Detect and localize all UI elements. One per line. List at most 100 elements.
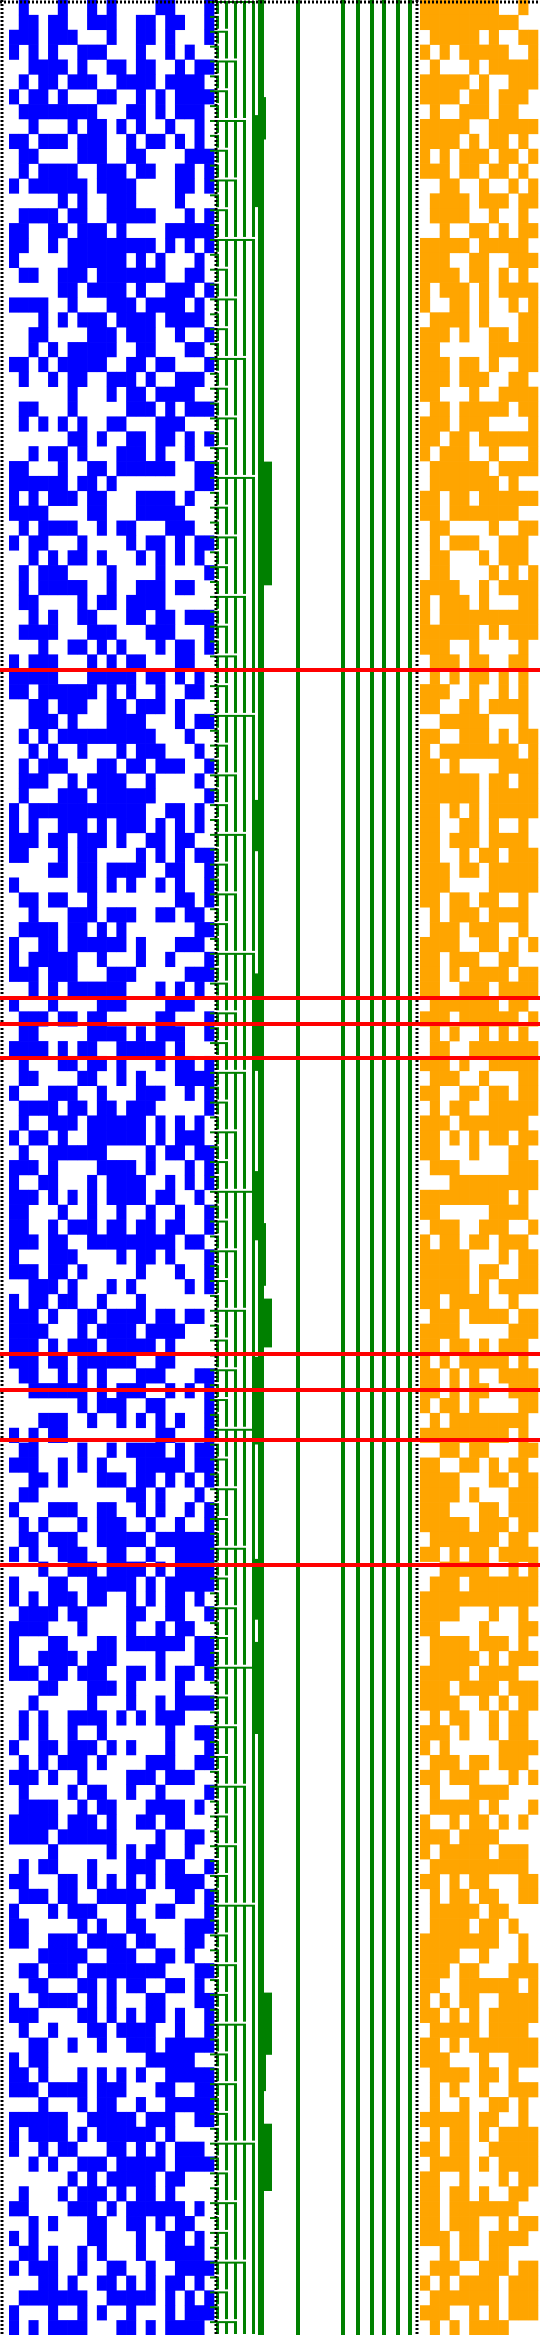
orange-cell [469,1992,480,2009]
blue-cell [184,1888,195,1904]
blue-cell [9,89,20,105]
orange-cell [429,1085,440,1101]
blue-cell [145,1799,156,1815]
orange-cell [459,1174,470,1191]
tree-branch-tick [228,2202,234,2205]
blue-cell [184,1160,195,1176]
tree-branch-tick [219,2231,225,2234]
blue-cell [155,1115,166,1131]
blue-cell [57,758,68,774]
blue-cell [126,1844,137,1860]
blue-cell [165,1338,176,1354]
tree-branch [216,2008,219,2022]
blue-cell [48,1740,59,1756]
orange-cell [528,2260,539,2276]
orange-cell [459,1933,470,1949]
blue-cell [126,208,137,224]
blue-cell [67,163,78,179]
tree-branch-tick [228,1666,234,1669]
tree-trunk-line [408,0,412,2335]
orange-cell [498,966,509,982]
orange-cell [439,550,450,566]
orange-cell [498,2216,509,2232]
tree-branch-tick [219,1577,225,1580]
blue-cell [184,1174,195,1191]
blue-cell [96,1398,107,1414]
tree-branch [216,224,219,237]
blue-cell [87,104,98,120]
blue-cell [57,832,68,849]
blue-cell [67,580,78,596]
blue-cell [28,1026,39,1042]
blue-cell [174,2141,186,2157]
orange-cell [508,699,519,715]
blue-cell [18,2111,29,2128]
orange-cell [429,758,440,774]
orange-cell [469,2216,480,2232]
blue-cell [67,208,78,224]
orange-cell [469,1145,480,1161]
orange-cell [508,1665,519,1681]
blue-cell [18,1145,29,1161]
blue-cell [18,0,29,16]
orange-cell [479,223,490,239]
orange-cell [439,371,450,387]
blue-cell [48,2022,59,2038]
blue-cell [135,327,146,343]
blue-cell [106,966,117,982]
blue-cell [135,1174,146,1191]
orange-cell [488,193,499,209]
blue-cell [57,892,68,908]
orange-cell [508,1204,519,1220]
blue-cell [57,1948,68,1964]
blue-cell [77,2245,88,2261]
blue-cell [96,832,107,849]
orange-cell [439,922,450,938]
blue-cell [184,1933,195,1949]
orange-cell [518,2037,529,2053]
tree-branch-tick [237,119,243,122]
orange-cell [498,788,509,804]
blue-cell [106,2290,117,2306]
tree-branch-tick [210,1681,216,1684]
orange-cell [508,1011,519,1027]
blue-cell [18,356,29,373]
orange-cell [479,1234,490,1250]
blue-cell [204,966,215,982]
orange-cell [449,1591,460,1607]
orange-cell [449,2156,460,2172]
orange-cell [429,1427,440,1443]
tree-trunk-line [296,0,300,2335]
blue-cell [174,1635,186,1652]
blue-cell [155,1903,166,1919]
blue-cell [77,312,88,328]
orange-cell [488,327,499,343]
orange-cell [420,892,431,908]
orange-cell [429,1665,440,1681]
blue-cell [18,1041,29,1057]
orange-cell [420,2216,431,2232]
blue-cell [126,1442,137,1458]
blue-cell [18,2245,29,2261]
orange-cell [420,1933,431,1949]
blue-cell [57,282,68,298]
tree-branch-tick [210,2231,216,2234]
blue-cell [174,817,186,834]
orange-cell [449,431,460,447]
blue-cell [67,386,78,402]
blue-cell [106,327,117,343]
blue-cell [67,1725,78,1741]
blue-cell [204,1264,215,1280]
orange-cell [469,654,480,670]
orange-cell [508,386,519,402]
orange-cell [488,1130,499,1146]
orange-cell [518,118,529,135]
tree-branch [216,2068,219,2082]
tree-branch [234,1726,237,1784]
blue-cell [145,1041,156,1057]
orange-cell [488,966,499,982]
tree-branch [225,1101,228,1130]
blue-cell [96,788,107,804]
blue-cell [145,163,156,179]
orange-cell [420,356,431,373]
